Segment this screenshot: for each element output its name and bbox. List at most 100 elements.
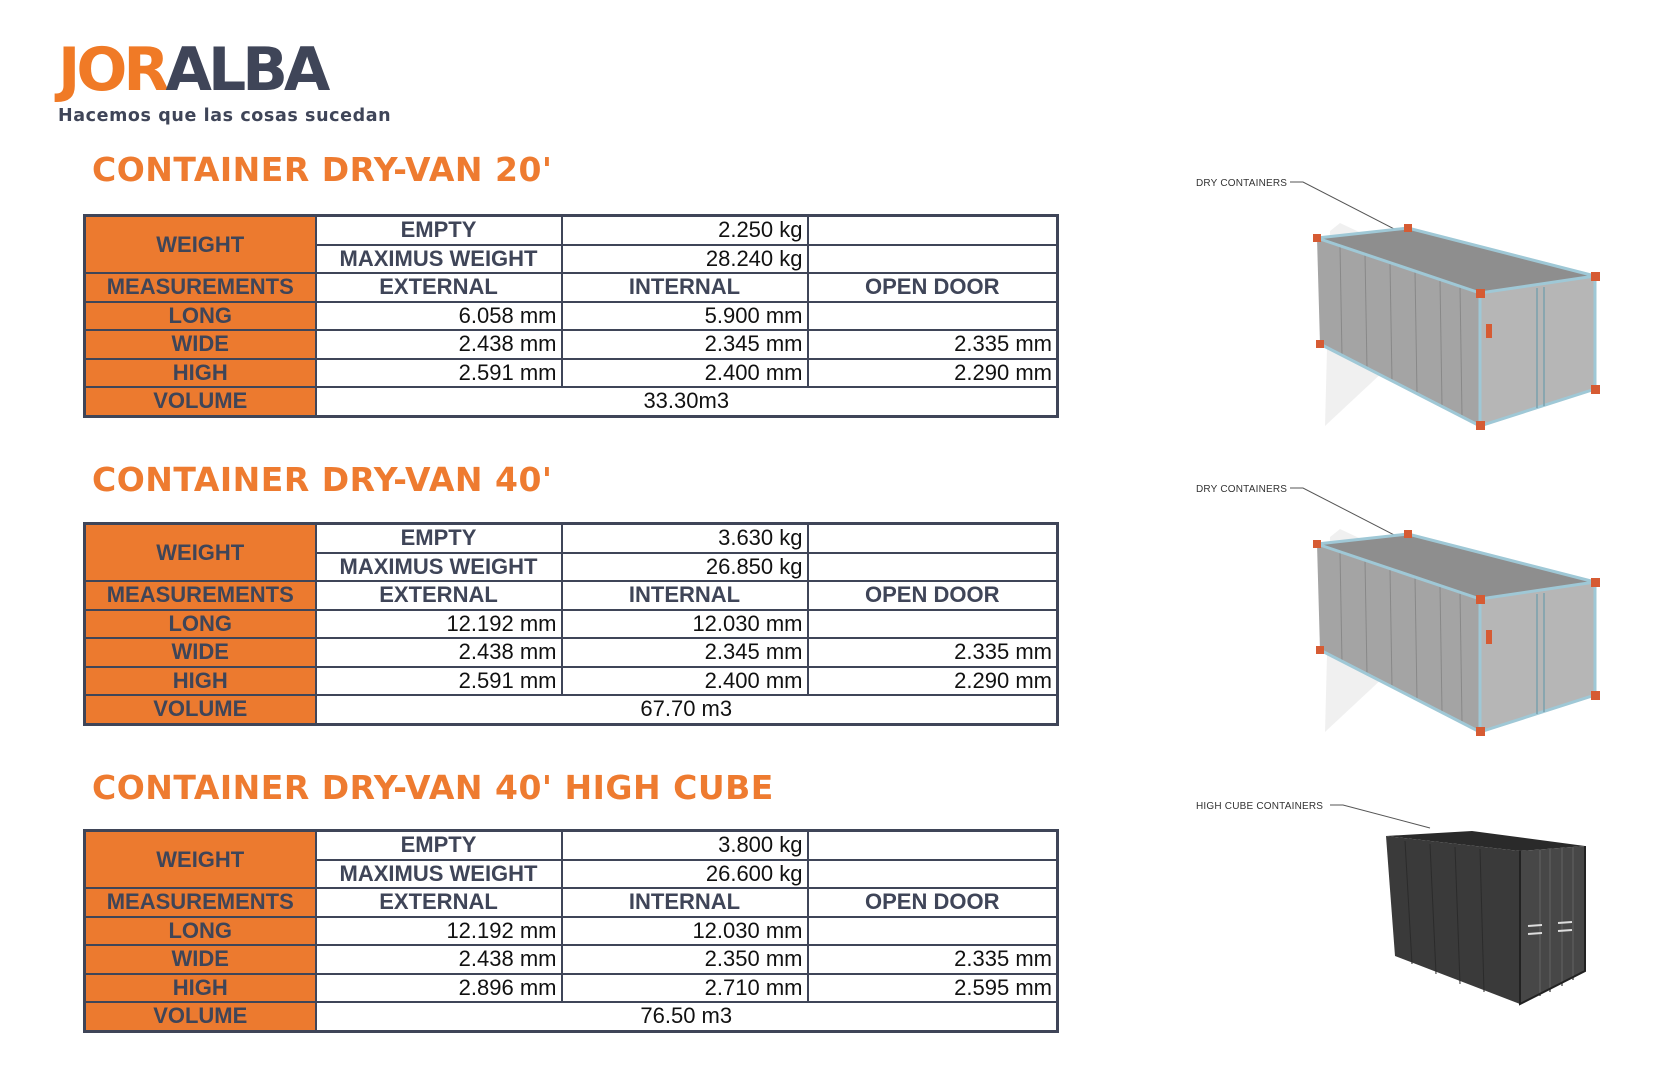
max-weight-label: MAXIMUS WEIGHT [314,243,563,274]
col-external: EXTERNAL [314,272,563,303]
high-label: HIGH [83,357,317,388]
max-weight-value: 26.600 kg [560,858,809,889]
spec-table-20: WEIGHT EMPTY 2.250 kg MAXIMUS WEIGHT 28.… [83,214,1059,418]
high-external: 2.591 mm [314,357,563,388]
long-open-door [806,300,1059,331]
wide-external: 2.438 mm [314,329,563,360]
high-cube-container-image [1330,804,1586,1006]
long-external: 12.192 mm [314,608,563,639]
high-label: HIGH [83,665,317,696]
wide-label: WIDE [83,944,317,975]
long-external: 12.192 mm [314,915,563,946]
callout-label-3: HIGH CUBE CONTAINERS [1196,801,1324,812]
weight-label: WEIGHT [83,829,317,889]
volume-label: VOLUME [83,694,317,725]
long-internal: 5.900 mm [560,300,809,331]
wide-external: 2.438 mm [314,637,563,668]
dry-container-20-image [1290,181,1600,430]
measurements-label: MEASUREMENTS [83,580,317,611]
table-row: HIGH 2.896 mm 2.710 mm 2.595 mm [83,972,1059,1003]
wide-open-door: 2.335 mm [806,944,1059,975]
logo-wordmark: JORALBA [58,40,330,100]
company-logo: JORALBA Hacemos que las cosas sucedan [58,40,398,130]
wide-open-door: 2.335 mm [806,329,1059,360]
long-open-door [806,608,1059,639]
max-weight-label: MAXIMUS WEIGHT [314,858,563,889]
table-row: LONG 12.192 mm 12.030 mm [83,915,1059,946]
empty-value: 3.800 kg [560,829,809,861]
wide-external: 2.438 mm [314,944,563,975]
max-weight-label: MAXIMUS WEIGHT [314,551,563,582]
logo-part-2: ALBA [165,35,331,105]
table-row: HIGH 2.591 mm 2.400 mm 2.290 mm [83,357,1059,388]
callout-label-2: DRY CONTAINERS [1196,484,1288,495]
table-row: WEIGHT EMPTY 3.630 kg [83,522,1059,582]
high-open-door: 2.290 mm [806,357,1059,388]
empty-value: 3.630 kg [560,522,809,554]
col-internal: INTERNAL [560,887,809,918]
weight-label: WEIGHT [83,214,317,274]
max-weight-value: 28.240 kg [560,243,809,274]
table-row: MEASUREMENTS EXTERNAL INTERNAL OPEN DOOR [83,580,1059,611]
table-row: MAXIMUS WEIGHT 26.850 kg [85,551,1059,582]
long-open-door [806,915,1059,946]
table-row: VOLUME 33.30m3 [83,386,1059,417]
col-external: EXTERNAL [314,580,563,611]
high-internal: 2.710 mm [560,972,809,1003]
high-external: 2.591 mm [314,665,563,696]
callout-label-1: DRY CONTAINERS [1196,178,1288,189]
table-row: HIGH 2.591 mm 2.400 mm 2.290 mm [83,665,1059,696]
high-internal: 2.400 mm [560,357,809,388]
wide-internal: 2.345 mm [560,637,809,668]
high-open-door: 2.290 mm [806,665,1059,696]
col-internal: INTERNAL [560,580,809,611]
volume-value: 67.70 m3 [314,694,1059,725]
col-open-door: OPEN DOOR [806,887,1059,918]
empty-label: EMPTY [314,214,563,246]
empty-cell [806,858,1059,889]
empty-label: EMPTY [314,829,563,861]
long-external: 6.058 mm [314,300,563,331]
long-label: LONG [83,608,317,639]
volume-value: 76.50 m3 [314,1001,1059,1032]
weight-label: WEIGHT [83,522,317,582]
measurements-label: MEASUREMENTS [83,887,317,918]
wide-open-door: 2.335 mm [806,637,1059,668]
volume-label: VOLUME [83,386,317,417]
wide-label: WIDE [83,637,317,668]
volume-value: 33.30m3 [314,386,1059,417]
table-row: WIDE 2.438 mm 2.345 mm 2.335 mm [83,329,1059,360]
wide-internal: 2.345 mm [560,329,809,360]
section-title-40-high-cube: CONTAINER DRY-VAN 40' HIGH CUBE [92,768,774,807]
col-external: EXTERNAL [314,887,563,918]
table-row: VOLUME 67.70 m3 [83,694,1059,725]
wide-internal: 2.350 mm [560,944,809,975]
empty-cell [806,829,1059,861]
long-label: LONG [83,300,317,331]
logo-tagline: Hacemos que las cosas sucedan [58,106,392,126]
long-internal: 12.030 mm [560,608,809,639]
table-row: WEIGHT EMPTY 3.800 kg [83,829,1059,889]
wide-label: WIDE [83,329,317,360]
table-row: LONG 12.192 mm 12.030 mm [83,608,1059,639]
table-row: MEASUREMENTS EXTERNAL INTERNAL OPEN DOOR [83,272,1059,303]
high-open-door: 2.595 mm [806,972,1059,1003]
spec-table-40-high-cube: WEIGHT EMPTY 3.800 kg MAXIMUS WEIGHT 26.… [83,829,1059,1033]
empty-value: 2.250 kg [560,214,809,246]
col-internal: INTERNAL [560,272,809,303]
table-row: VOLUME 76.50 m3 [83,1001,1059,1032]
table-row: WEIGHT EMPTY 2.250 kg [83,214,1059,274]
empty-cell [806,243,1059,274]
table-row: LONG 6.058 mm 5.900 mm [83,300,1059,331]
col-open-door: OPEN DOOR [806,580,1059,611]
empty-cell [806,551,1059,582]
high-external: 2.896 mm [314,972,563,1003]
high-internal: 2.400 mm [560,665,809,696]
max-weight-value: 26.850 kg [560,551,809,582]
logo-part-1: JOR [58,35,170,105]
empty-label: EMPTY [314,522,563,554]
high-label: HIGH [83,972,317,1003]
measurements-label: MEASUREMENTS [83,272,317,303]
table-row: WIDE 2.438 mm 2.350 mm 2.335 mm [83,944,1059,975]
dry-container-40-image [1290,487,1600,736]
